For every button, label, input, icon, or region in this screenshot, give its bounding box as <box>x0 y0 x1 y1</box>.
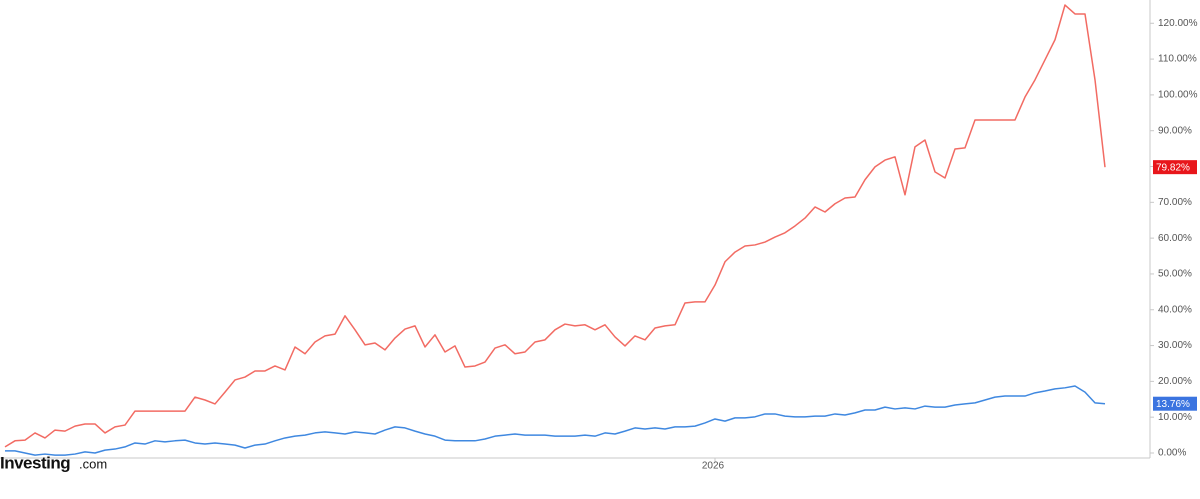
value-label-box <box>1153 160 1197 175</box>
y-tick-label: 60.00% <box>1158 233 1192 244</box>
x-tick-label: 2026 <box>702 461 725 472</box>
y-tick-label: 20.00% <box>1158 376 1192 387</box>
line-series <box>5 385 1106 456</box>
y-tick-label: 100.00% <box>1158 90 1198 101</box>
y-tick-label: 50.00% <box>1158 269 1192 280</box>
y-tick-label: 10.00% <box>1158 412 1192 423</box>
line-series <box>4 4 1106 448</box>
watermark: Investing .com <box>0 453 107 472</box>
y-tick-label: 70.00% <box>1158 197 1192 208</box>
y-tick-label: 120.00% <box>1158 18 1198 29</box>
y-tick-label: 90.00% <box>1158 125 1192 136</box>
y-tick-label: 40.00% <box>1158 304 1192 315</box>
y-tick-label: 0.00% <box>1158 448 1186 459</box>
value-label: 79.82% <box>1156 162 1190 173</box>
y-tick-label: 30.00% <box>1158 340 1192 351</box>
logo-suffix: .com <box>79 456 107 471</box>
y-tick-label: 110.00% <box>1158 54 1197 65</box>
value-label: 13.76% <box>1156 399 1190 410</box>
value-label-box <box>1153 396 1197 411</box>
logo-brand: Investing <box>0 453 70 472</box>
